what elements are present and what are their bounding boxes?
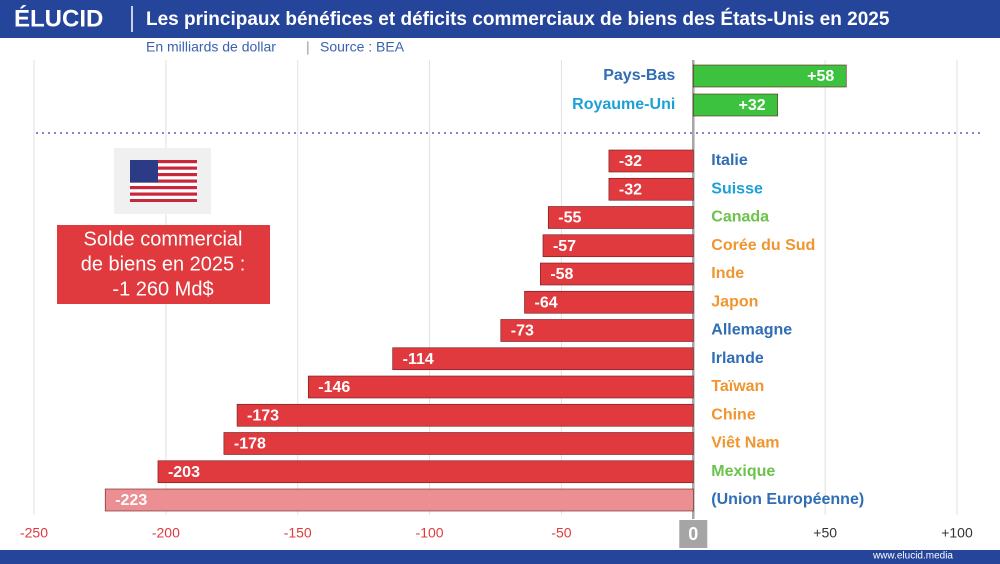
category-label: Allemagne (711, 322, 792, 339)
category-label: Viêt Nam (711, 435, 779, 452)
bar (692, 93, 778, 117)
bar (608, 149, 694, 173)
header-band (0, 0, 1000, 38)
value-label: -146 (318, 379, 350, 396)
category-label: Japon (711, 293, 758, 310)
bar (547, 206, 694, 229)
category-label: Pays-Bas (603, 67, 675, 84)
bar (608, 177, 694, 201)
value-label: -203 (168, 464, 200, 481)
bar (540, 262, 694, 286)
x-tick-label: -150 (284, 525, 312, 541)
source: Source : BEA (320, 39, 405, 55)
value-label: -178 (234, 436, 266, 453)
value-label: -57 (553, 238, 576, 255)
bar (692, 64, 847, 88)
bar (236, 403, 694, 427)
category-label: Royaume-Uni (572, 96, 675, 113)
x-tick-label: +100 (941, 525, 973, 541)
category-label: Suisse (711, 180, 763, 197)
category-label: Corée du Sud (711, 237, 815, 254)
bar (157, 460, 694, 484)
value-label: -55 (558, 210, 581, 227)
x-tick-label: -200 (152, 525, 180, 541)
value-label: -32 (619, 153, 642, 170)
x-tick-label: 0 (688, 524, 698, 544)
category-label: Irlande (711, 350, 764, 367)
chart-title: Les principaux bénéfices et déficits com… (146, 8, 890, 30)
annotation-line: de biens en 2025 : (81, 253, 246, 275)
category-label: Canada (711, 209, 769, 226)
x-tick-label: -50 (551, 525, 571, 541)
bar (542, 234, 694, 258)
annotation-line: -1 260 Md$ (112, 278, 213, 300)
zero-box (679, 520, 708, 548)
value-label: -58 (550, 266, 573, 283)
category-label: Italie (711, 152, 748, 169)
bar (500, 319, 694, 342)
brand: ÉLUCID (14, 4, 103, 32)
annotation-box (57, 225, 270, 304)
footer-url: www.elucid.media (872, 551, 953, 562)
bar (524, 290, 694, 314)
subtitle: En milliards de dollar (146, 39, 276, 55)
footer-band (0, 550, 1000, 564)
value-label: -64 (535, 294, 558, 311)
value-label: -32 (619, 181, 642, 198)
category-label: (Union Européenne) (711, 491, 864, 508)
x-tick-label: -250 (20, 525, 48, 541)
bar (104, 488, 694, 512)
value-label: -223 (115, 492, 147, 509)
bar (307, 375, 694, 399)
category-label: Taïwan (711, 378, 764, 395)
annotation-line: Solde commercial (84, 228, 243, 250)
x-tick-label: -100 (416, 525, 444, 541)
category-label: Chine (711, 406, 756, 423)
value-label: +58 (807, 68, 834, 85)
value-label: -73 (511, 323, 534, 340)
category-label: Mexique (711, 463, 775, 480)
separator: | (306, 39, 310, 55)
us-flag (114, 148, 211, 214)
bar (392, 347, 694, 371)
value-label: -173 (247, 407, 279, 424)
value-label: -114 (403, 351, 434, 368)
x-tick-label: +50 (813, 525, 837, 541)
value-label: +32 (739, 97, 766, 114)
category-label: Inde (711, 265, 744, 282)
bar (223, 432, 694, 455)
